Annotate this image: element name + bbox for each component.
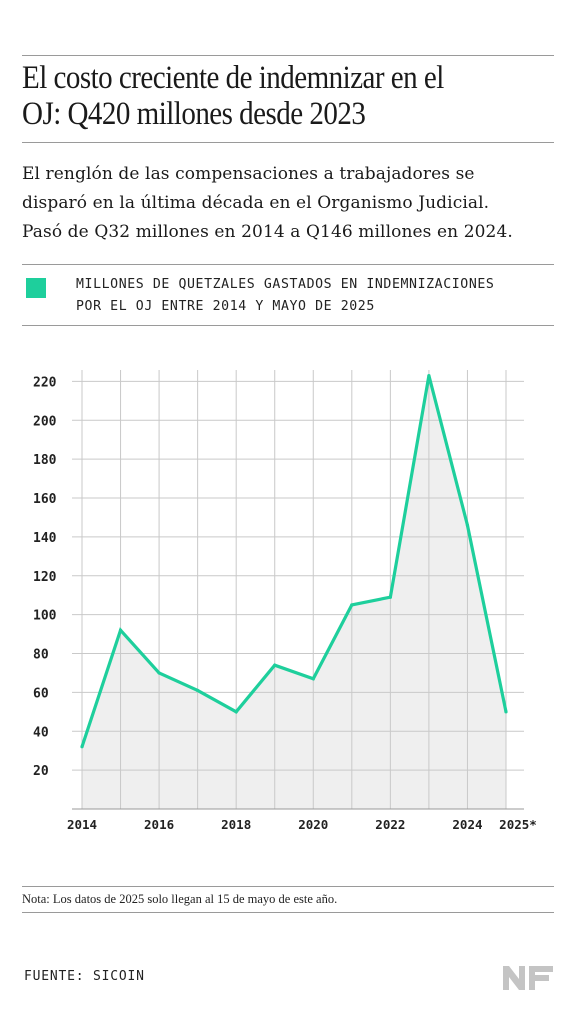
top-rule <box>22 55 554 56</box>
x-tick-label: 2016 <box>144 817 174 832</box>
data-point-2015 <box>118 628 123 632</box>
data-point-2020 <box>311 677 315 681</box>
area-fill <box>82 375 506 809</box>
subtitle-line-1: El renglón de las compensaciones a traba… <box>22 164 475 184</box>
y-tick-label: 120 <box>33 570 57 585</box>
title-line-1: El costo creciente de indemnizar en el <box>22 60 444 96</box>
y-tick-label: 200 <box>33 414 57 429</box>
chart-note: Nota: Los datos de 2025 solo llegan al 1… <box>22 892 338 906</box>
x-tick-label: 2022 <box>375 817 405 832</box>
legend-label: MILLONES DE QUETZALES GASTADOS EN INDEMN… <box>76 274 546 318</box>
legend-line-1: MILLONES DE QUETZALES GASTADOS EN INDEMN… <box>76 277 495 292</box>
nf-logo-icon: NF <box>503 966 553 990</box>
y-tick-label: 80 <box>33 648 49 663</box>
data-point-2024 <box>465 523 470 527</box>
subtitle-line-2: disparó en la última década en el Organi… <box>22 193 490 213</box>
note-top-rule <box>22 886 554 887</box>
note-bottom-rule <box>22 912 554 913</box>
area-chart: 20 40 60 80 100 120 140 160 180 200 220 2014 2016 201… <box>33 370 537 832</box>
x-tick-label: 2018 <box>221 817 251 832</box>
data-point-2018 <box>234 710 238 714</box>
series-line <box>80 375 508 748</box>
y-tick-label: 60 <box>33 686 49 701</box>
y-tick-label: 40 <box>33 725 49 740</box>
legend-bottom-rule <box>22 325 554 326</box>
legend-swatch <box>26 278 46 298</box>
x-tick-label: 2024 <box>452 817 482 832</box>
y-tick-label: 20 <box>33 764 49 779</box>
data-point-2014 <box>80 745 84 749</box>
title-line-2: OJ: Q420 millones desde 2023 <box>22 96 366 132</box>
x-tick-label: 2020 <box>298 817 328 832</box>
source-label: FUENTE: SICOIN <box>24 969 145 984</box>
chart-title: El costo creciente de indemnizar en el O… <box>22 60 550 132</box>
y-tick-label: 100 <box>33 609 57 624</box>
data-point-2017 <box>196 688 200 693</box>
data-point-2016 <box>157 671 161 675</box>
subtitle-line-3: Pasó de Q32 millones en 2014 a Q146 mill… <box>22 222 513 242</box>
data-point-2025 <box>504 710 508 714</box>
data-point-2019 <box>273 663 277 667</box>
data-point-2021 <box>350 603 354 607</box>
y-tick-label: 160 <box>33 492 57 507</box>
chart-subtitle: El renglón de las compensaciones a traba… <box>22 160 562 247</box>
x-tick-label: 2025* <box>499 817 537 832</box>
title-rule <box>22 142 554 143</box>
y-tick-label: 220 <box>33 375 57 390</box>
legend-top-rule <box>22 264 554 265</box>
data-point-2022 <box>388 595 392 599</box>
x-tick-label: 2014 <box>67 817 97 832</box>
y-tick-label: 140 <box>33 531 57 546</box>
y-tick-label: 180 <box>33 453 57 468</box>
data-point-2023 <box>427 374 431 378</box>
legend-line-2: POR EL OJ ENTRE 2014 Y MAYO DE 2025 <box>76 299 375 314</box>
